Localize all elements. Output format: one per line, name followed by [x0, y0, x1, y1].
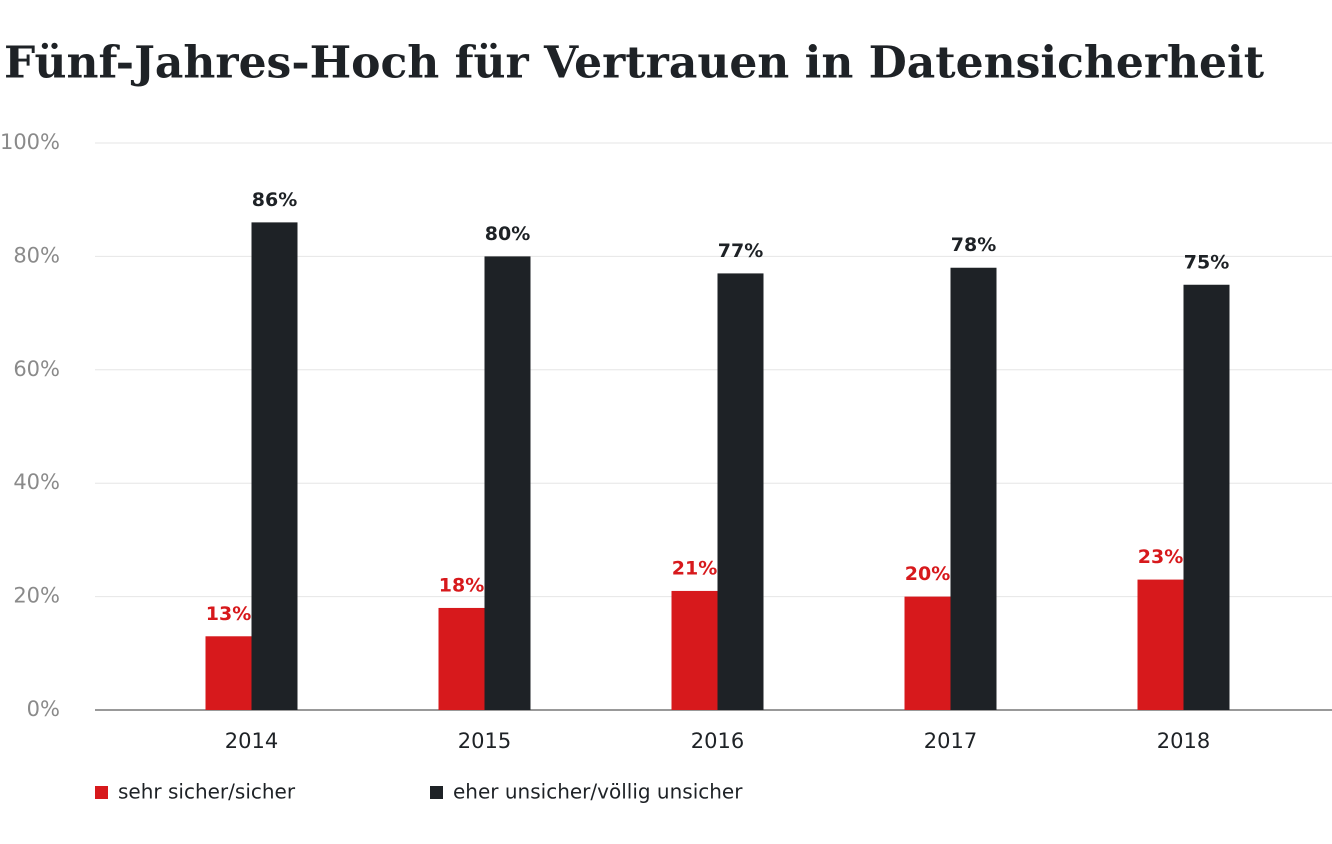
y-tick-label: 80%: [13, 243, 60, 267]
value-label: 75%: [1184, 251, 1229, 273]
value-label: 78%: [951, 234, 996, 256]
value-label: 21%: [672, 557, 717, 579]
y-tick-label: 60%: [13, 357, 60, 381]
bar: [251, 222, 298, 710]
value-label: 77%: [718, 240, 763, 262]
chart-title: Fünf-Jahres-Hoch für Vertrauen in Datens…: [4, 38, 1265, 89]
y-tick-label: 20%: [13, 584, 60, 608]
bar: [1137, 579, 1184, 710]
value-label: 80%: [485, 223, 530, 245]
bar: [950, 267, 997, 710]
bar: [438, 607, 485, 710]
y-tick-label: 40%: [13, 470, 60, 494]
bar: [904, 596, 951, 710]
x-tick-label: 2015: [458, 729, 511, 753]
value-label: 20%: [905, 563, 950, 585]
y-tick-label: 100%: [0, 130, 60, 154]
value-label: 13%: [206, 603, 251, 625]
legend-swatch: [95, 786, 108, 799]
value-label: 18%: [439, 574, 484, 596]
x-tick-label: 2017: [924, 729, 977, 753]
x-tick-label: 2016: [691, 729, 744, 753]
legend-swatch: [430, 786, 443, 799]
bar: [1183, 284, 1230, 710]
bar: [671, 590, 718, 710]
y-tick-label: 0%: [27, 697, 60, 721]
bar: [484, 256, 531, 710]
x-tick-label: 2018: [1157, 729, 1210, 753]
legend-label: eher unsicher/völlig unsicher: [453, 780, 743, 804]
legend-label: sehr sicher/sicher: [118, 780, 296, 804]
value-label: 86%: [252, 189, 297, 211]
bar: [717, 273, 764, 710]
x-tick-label: 2014: [225, 729, 278, 753]
bar: [205, 636, 252, 710]
value-label: 23%: [1138, 546, 1183, 568]
